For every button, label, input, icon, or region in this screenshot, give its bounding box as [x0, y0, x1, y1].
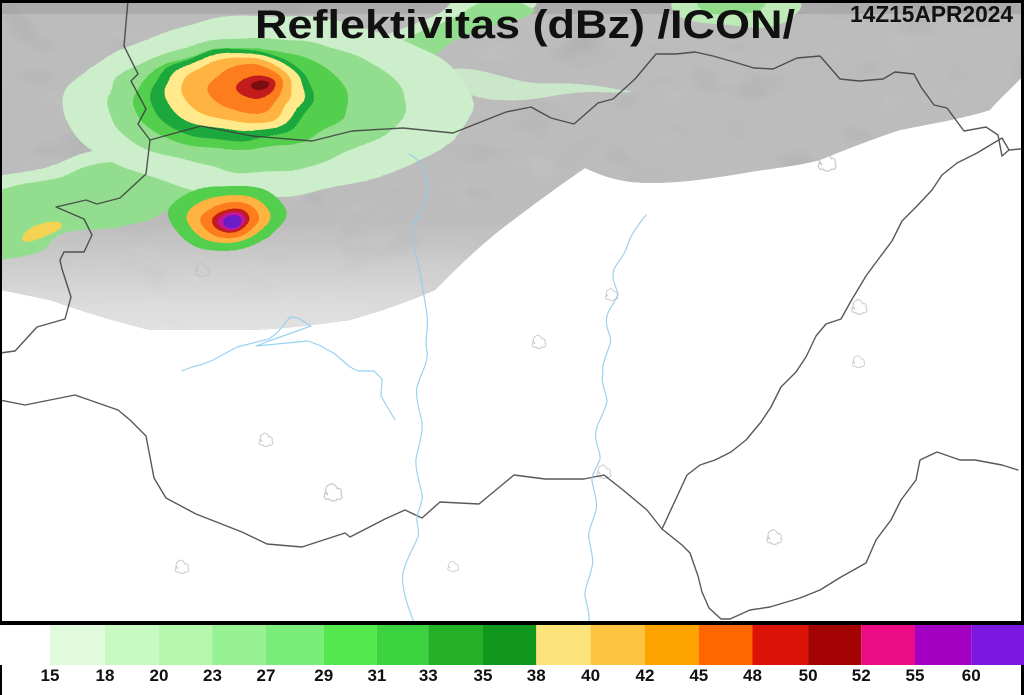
svg-text:38: 38	[527, 666, 546, 685]
svg-text:31: 31	[367, 666, 386, 685]
svg-text:23: 23	[203, 666, 222, 685]
svg-text:45: 45	[689, 666, 708, 685]
svg-text:35: 35	[474, 666, 493, 685]
svg-text:55: 55	[906, 666, 925, 685]
svg-text:29: 29	[314, 666, 333, 685]
svg-text:18: 18	[96, 666, 115, 685]
svg-text:27: 27	[257, 666, 276, 685]
svg-text:15: 15	[41, 666, 60, 685]
svg-text:20: 20	[150, 666, 169, 685]
svg-text:42: 42	[636, 666, 655, 685]
svg-text:40: 40	[581, 666, 600, 685]
svg-text:52: 52	[852, 666, 871, 685]
svg-text:48: 48	[743, 666, 762, 685]
svg-text:50: 50	[799, 666, 818, 685]
svg-text:33: 33	[419, 666, 438, 685]
svg-text:60: 60	[962, 666, 981, 685]
